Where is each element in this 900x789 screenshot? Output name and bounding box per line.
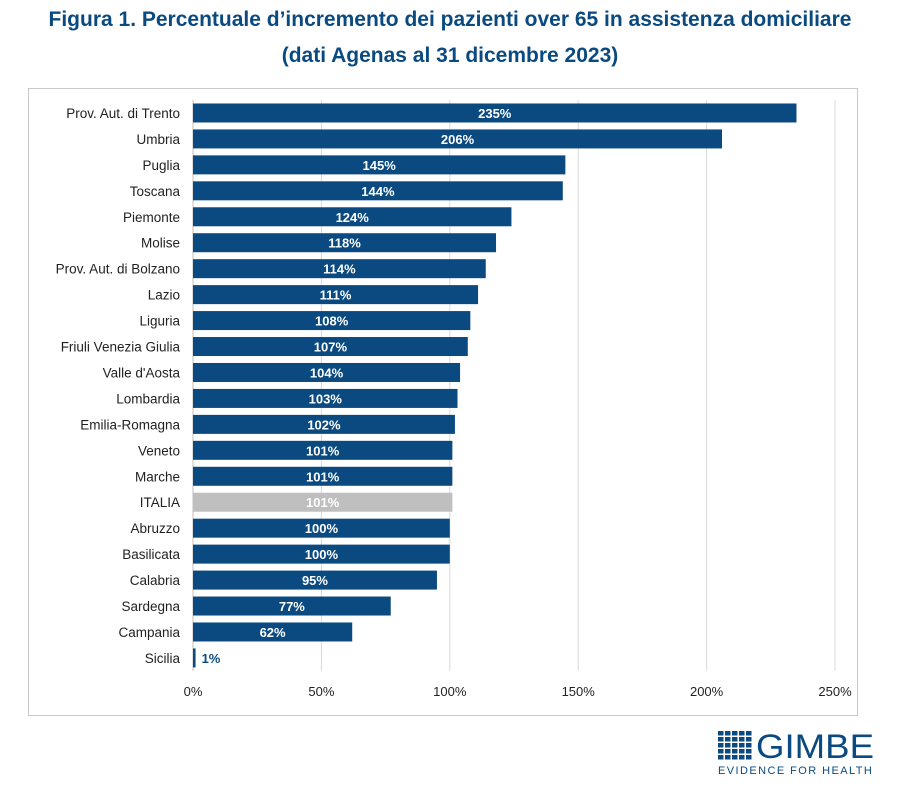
bar: [193, 207, 512, 227]
category-label: Campania: [118, 625, 180, 640]
bar: [193, 388, 458, 408]
data-label: 108%: [315, 314, 349, 329]
bar: [193, 155, 566, 175]
data-label: 77%: [279, 599, 305, 614]
category-label: Lombardia: [116, 391, 180, 406]
bar: [193, 181, 563, 201]
data-label: 114%: [323, 262, 356, 277]
category-label: Prov. Aut. di Trento: [66, 106, 180, 121]
category-label: Calabria: [130, 573, 181, 588]
category-label: Sicilia: [145, 651, 181, 666]
category-label: Veneto: [138, 443, 180, 458]
bar: [193, 233, 497, 253]
data-label: 145%: [363, 158, 397, 173]
svg-text:GIMBE: GIMBE: [756, 728, 874, 766]
data-label: 124%: [336, 210, 370, 225]
bar: [193, 414, 455, 434]
bar: [193, 648, 196, 668]
bar: [193, 622, 353, 642]
bar: [193, 544, 450, 564]
data-label: 206%: [441, 132, 475, 147]
category-label: ITALIA: [140, 495, 180, 510]
x-tick-label: 0%: [184, 684, 203, 699]
bar: [193, 570, 437, 590]
data-label: 102%: [307, 417, 341, 432]
category-label: Emilia-Romagna: [80, 417, 180, 432]
data-label: 104%: [310, 365, 344, 380]
category-label: Toscana: [130, 184, 181, 199]
data-label: 100%: [305, 521, 339, 536]
bar: [193, 285, 479, 305]
chart-subtitle: (dati Agenas al 31 dicembre 2023): [281, 44, 619, 67]
data-label: 100%: [305, 547, 339, 562]
data-label: 1%: [202, 651, 221, 666]
gimbe-logo: GIMBE EVIDENCE FOR HEALTH: [716, 728, 876, 778]
bar: [193, 311, 471, 331]
data-label: 118%: [328, 236, 361, 251]
data-label: 62%: [260, 625, 286, 640]
bar: [193, 466, 453, 486]
data-label: 235%: [478, 106, 512, 121]
category-label: Marche: [135, 469, 180, 484]
category-label: Friuli Venezia Giulia: [61, 340, 181, 355]
bar: [193, 596, 391, 616]
x-tick-label: 200%: [690, 684, 724, 699]
category-label: Prov. Aut. di Bolzano: [56, 262, 180, 277]
logo-grid-icon: [718, 731, 752, 760]
category-label: Sardegna: [121, 599, 180, 614]
bar: [193, 337, 468, 357]
x-tick-label: 100%: [433, 684, 467, 699]
category-label: Umbria: [136, 132, 180, 147]
data-label: 101%: [306, 469, 340, 484]
bar: [193, 362, 461, 382]
bar: [193, 129, 723, 149]
category-label: Lazio: [148, 288, 180, 303]
category-label: Basilicata: [122, 547, 180, 562]
data-label: 111%: [320, 288, 352, 303]
category-label: Molise: [141, 236, 180, 251]
category-label: Abruzzo: [130, 521, 180, 536]
data-label: 107%: [314, 340, 348, 355]
category-label: Valle d'Aosta: [103, 365, 181, 380]
x-tick-label: 150%: [562, 684, 596, 699]
data-label: 101%: [306, 443, 340, 458]
category-label: Liguria: [139, 314, 180, 329]
chart-title: Figura 1. Percentuale d’incremento dei p…: [48, 8, 852, 31]
bar: [193, 103, 797, 123]
bar: [193, 518, 450, 538]
data-label: 101%: [306, 495, 340, 510]
svg-text:EVIDENCE FOR HEALTH: EVIDENCE FOR HEALTH: [718, 765, 874, 777]
category-label: Puglia: [142, 158, 180, 173]
x-tick-label: 250%: [818, 684, 852, 699]
bar: [193, 440, 453, 460]
x-tick-label: 50%: [308, 684, 334, 699]
bar: [193, 259, 486, 279]
data-label: 144%: [361, 184, 395, 199]
category-label: Piemonte: [123, 210, 180, 225]
chart-frame: [28, 88, 858, 716]
data-label: 95%: [302, 573, 328, 588]
bar: [193, 492, 453, 512]
data-label: 103%: [309, 391, 343, 406]
